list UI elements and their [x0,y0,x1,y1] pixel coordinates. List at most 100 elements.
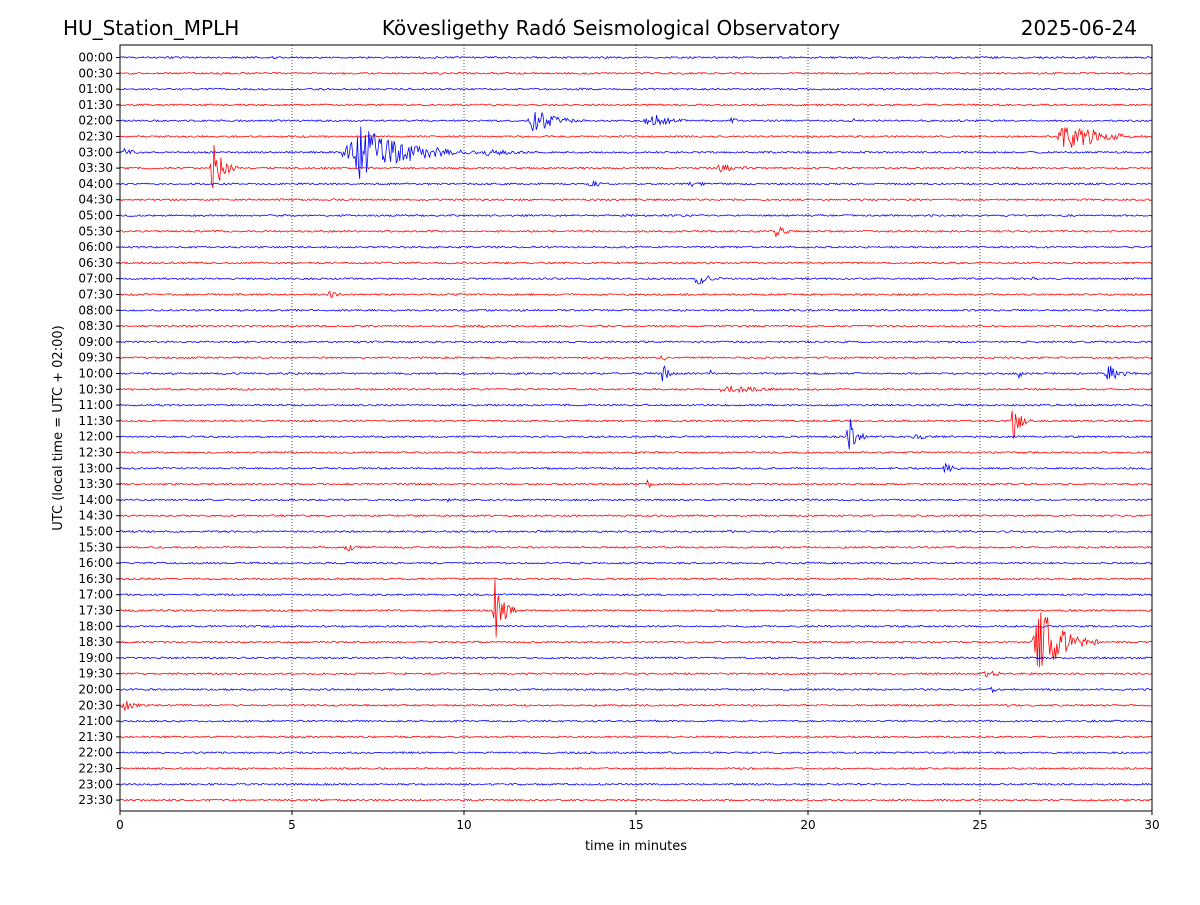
trace-2100 [119,719,1153,723]
x-tick-label: 25 [972,818,987,832]
y-tick-label: 21:30 [78,730,113,744]
y-axis-label: UTC (local time = UTC + 02:00) [51,325,66,530]
x-tick-label: 10 [456,818,471,832]
trace-0800 [119,308,1153,312]
y-tick-label: 16:00 [78,556,113,570]
x-tick-label: 5 [288,818,296,832]
trace-2000 [119,686,1153,694]
trace-0830 [119,324,1153,329]
x-tick-label: 30 [1144,818,1159,832]
trace-1100 [119,403,1153,407]
x-tick-label: 15 [628,818,643,832]
y-tick-label: 20:30 [78,698,113,712]
trace-2130 [119,735,1153,739]
y-tick-label: 08:30 [78,319,113,333]
trace-0930 [119,354,1153,361]
y-tick-label: 10:00 [78,367,113,381]
trace-2030 [119,701,1153,712]
trace-0630 [119,261,1153,265]
trace-0000 [119,55,1153,60]
y-tick-label: 22:30 [78,762,113,776]
trace-0730 [119,290,1153,298]
trace-1500 [119,529,1153,533]
trace-0600 [119,245,1153,249]
trace-1230 [119,450,1153,455]
vertical-gridlines [291,45,981,811]
y-tick-label: 14:00 [78,493,113,507]
trace-1700 [119,593,1153,597]
y-tick-label: 03:00 [78,145,113,159]
trace-1030 [119,385,1153,394]
trace-0700 [119,275,1153,285]
y-tick-label: 02:30 [78,130,113,144]
trace-0900 [119,340,1153,344]
x-tick-label: 0 [116,818,124,832]
trace-1200 [119,418,1153,450]
y-tick-label: 18:00 [78,619,113,633]
y-tick-label: 04:30 [78,193,113,207]
y-tick-label: 11:30 [78,414,113,428]
trace-2330 [119,798,1153,802]
y-tick-label: 22:00 [78,746,113,760]
trace-1630 [119,577,1153,581]
y-tick-label: 08:00 [78,303,113,317]
trace-1530 [119,545,1153,552]
y-tick-label: 18:30 [78,635,113,649]
x-tick-label: 20 [800,818,815,832]
station-title: HU_Station_MPLH [63,16,239,40]
y-tick-label: 02:00 [78,114,113,128]
y-tick-label: 01:30 [78,98,113,112]
trace-1400 [119,497,1153,503]
trace-0530 [120,226,1153,237]
y-tick-label: 09:30 [78,351,113,365]
y-tick-label: 10:30 [78,382,113,396]
trace-1730 [119,579,1153,638]
y-tick-label: 01:00 [78,82,113,96]
y-tick-label: 13:00 [78,461,113,475]
y-tick-label: 05:00 [78,209,113,223]
chart-title: Kövesligethy Radó Seismological Observat… [382,16,840,40]
y-tick-label: 19:30 [78,667,113,681]
y-tick-label: 21:00 [78,714,113,728]
y-tick-label: 07:00 [78,272,113,286]
trace-1000 [119,365,1152,382]
trace-1330 [119,478,1153,489]
y-tick-label: 06:00 [78,240,113,254]
y-tick-label: 05:30 [78,224,113,238]
y-tick-label: 00:30 [78,66,113,80]
y-tick-label: 12:00 [78,430,113,444]
trace-2200 [119,751,1153,755]
trace-0230 [119,127,1153,148]
trace-1430 [119,514,1153,518]
y-tick-label: 16:30 [78,572,113,586]
y-tick-label: 04:00 [78,177,113,191]
y-tick-label: 23:00 [78,777,113,791]
y-tick-label: 19:00 [78,651,113,665]
traces [119,55,1153,802]
y-tick-label: 07:30 [78,288,113,302]
y-tick-label: 12:30 [78,446,113,460]
y-tick-label: 13:30 [78,477,113,491]
trace-1300 [120,463,1153,473]
x-axis-label: time in minutes [585,839,687,854]
y-tick-label: 15:00 [78,525,113,539]
y-tick-label: 23:30 [78,793,113,807]
trace-1130 [119,410,1152,440]
trace-1900 [119,656,1153,660]
y-tick-label: 20:00 [78,683,113,697]
trace-1930 [119,670,1153,678]
trace-0100 [120,87,1153,91]
trace-0030 [119,71,1153,75]
trace-0500 [119,213,1153,218]
y-tick-label: 17:00 [78,588,113,602]
trace-0400 [119,180,1153,188]
y-tick-label: 09:00 [78,335,113,349]
y-tick-label: 11:00 [78,398,113,412]
trace-1830 [119,612,1153,668]
trace-0200 [119,111,1153,132]
trace-2230 [119,766,1153,771]
y-tick-label: 15:30 [78,540,113,554]
